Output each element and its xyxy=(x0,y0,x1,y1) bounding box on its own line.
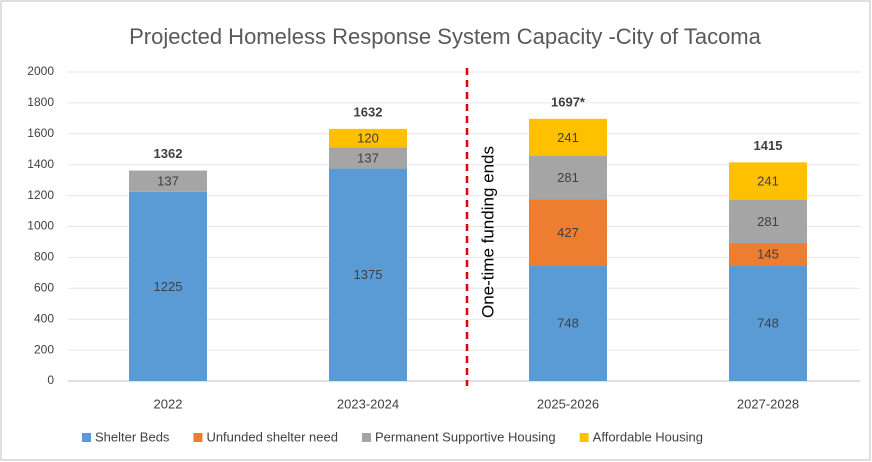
y-tick-label: 400 xyxy=(34,311,54,325)
y-tick-label: 1800 xyxy=(27,95,54,109)
y-tick-label: 200 xyxy=(34,342,54,356)
x-tick-label: 2025-2026 xyxy=(537,396,599,411)
legend-swatch xyxy=(193,433,203,442)
legend-label: Shelter Beds xyxy=(95,429,170,444)
total-label: 1415 xyxy=(754,138,783,153)
y-tick-label: 1200 xyxy=(27,188,54,202)
bar-segment xyxy=(129,191,207,381)
data-label: 281 xyxy=(557,170,579,185)
legend-label: Permanent Supportive Housing xyxy=(375,429,556,444)
y-tick-label: 2000 xyxy=(27,64,54,78)
y-tick-label: 1400 xyxy=(27,157,54,171)
data-label: 137 xyxy=(357,150,379,165)
y-tick-label: 1000 xyxy=(27,219,54,233)
data-label: 145 xyxy=(757,247,779,262)
data-label: 241 xyxy=(757,173,779,188)
bar-segment xyxy=(529,118,607,157)
chart-title: Projected Homeless Response System Capac… xyxy=(129,24,762,49)
legend-swatch xyxy=(361,433,371,442)
data-label: 1375 xyxy=(354,267,383,282)
y-tick-label: 1600 xyxy=(27,126,54,140)
data-label: 241 xyxy=(557,130,579,145)
bar-segment xyxy=(729,265,807,381)
data-label: 281 xyxy=(757,214,779,229)
data-label: 748 xyxy=(757,316,779,331)
data-label: 120 xyxy=(357,131,379,146)
bar-segment xyxy=(329,147,407,169)
x-tick-label: 2027-2028 xyxy=(737,396,799,411)
annotation: One-time funding ends xyxy=(478,146,497,318)
x-tick-label: 2022 xyxy=(154,396,183,411)
data-label: 137 xyxy=(157,174,179,189)
data-label: 748 xyxy=(557,316,579,331)
data-label: 427 xyxy=(557,225,579,240)
bar-segment xyxy=(529,265,607,381)
y-tick-label: 800 xyxy=(34,250,54,264)
total-label: 1697* xyxy=(551,94,586,109)
bar-segment xyxy=(729,199,807,244)
legend-label: Affordable Housing xyxy=(593,429,703,444)
bar-segment xyxy=(329,128,407,148)
bar-segment xyxy=(529,156,607,200)
x-tick-label: 2023-2024 xyxy=(337,396,399,411)
total-label: 1362 xyxy=(154,146,183,161)
data-label: 1225 xyxy=(154,279,183,294)
bar-segment xyxy=(329,168,407,381)
legend-label: Unfunded shelter need xyxy=(206,429,338,444)
bar-segment xyxy=(529,199,607,266)
total-label: 1632 xyxy=(354,104,383,119)
bar-segment xyxy=(729,162,807,200)
y-tick-label: 0 xyxy=(47,373,54,387)
bar-segment xyxy=(129,170,207,192)
legend-swatch xyxy=(82,433,91,442)
legend-swatch xyxy=(579,433,589,442)
y-tick-label: 600 xyxy=(34,280,54,294)
bar-segment xyxy=(729,243,807,266)
